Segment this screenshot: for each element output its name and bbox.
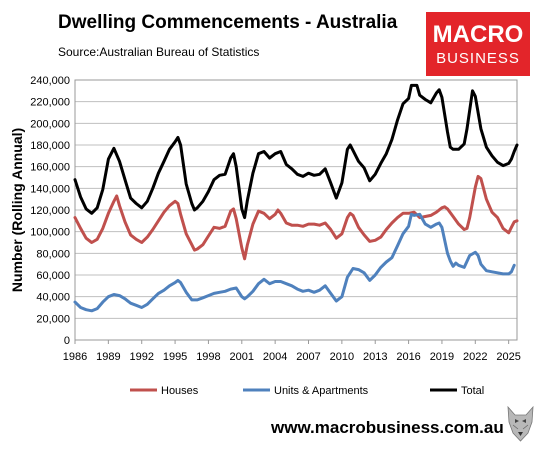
y-tick-label: 0 (64, 335, 70, 347)
chart-title: Dwelling Commencements - Australia (58, 12, 398, 33)
x-tick-label: 1998 (196, 351, 220, 363)
footer-url: www.macrobusiness.com.au (271, 418, 504, 437)
series-line-houses (73, 174, 519, 261)
x-tick-label: 2007 (296, 351, 320, 363)
x-tick-label: 1986 (63, 351, 87, 363)
x-tick-label: 2001 (230, 351, 254, 363)
y-tick-label: 220,000 (30, 97, 70, 109)
x-tick-label: 2016 (396, 351, 420, 363)
x-tick-label: 1989 (96, 351, 120, 363)
y-tick-label: 120,000 (30, 205, 70, 217)
legend: Houses Units & Apartments Total (130, 385, 484, 397)
y-tick-label: 60,000 (36, 270, 70, 282)
x-tick-label: 1995 (163, 351, 187, 363)
x-tick-label: 2019 (430, 351, 454, 363)
x-axis-ticks: 1986 1989 1992 1995 1998 2001 2004 2007 2010 2013… (63, 340, 521, 363)
chart-source: Source:Australian Bureau of Statistics (58, 45, 260, 59)
logo-line-1: MACRO (432, 21, 524, 48)
y-axis-ticks: 0 20,000 40,000 60,000 80,000 100,000 120,000 1… (30, 75, 70, 347)
series-line-total (73, 83, 519, 220)
y-tick-label: 80,000 (36, 248, 70, 260)
legend-label-houses: Houses (161, 385, 199, 397)
y-axis-label: Number (Rolling Annual) (9, 128, 25, 292)
wolf-logo-icon (507, 405, 534, 442)
macrobusiness-logo: MACRO BUSINESS (426, 12, 530, 76)
y-tick-label: 20,000 (36, 313, 70, 325)
series-lines (73, 83, 519, 313)
y-tick-label: 40,000 (36, 292, 70, 304)
logo-line-2: BUSINESS (436, 50, 520, 67)
y-tick-label: 100,000 (30, 227, 70, 239)
y-tick-label: 180,000 (30, 140, 70, 152)
x-tick-label: 1992 (129, 351, 153, 363)
legend-label-total: Total (461, 385, 484, 397)
x-tick-label: 2013 (363, 351, 387, 363)
y-tick-label: 160,000 (30, 162, 70, 174)
x-tick-label: 2022 (463, 351, 487, 363)
x-tick-label: 2025 (496, 351, 520, 363)
plot-area (74, 79, 518, 341)
x-tick-label: 2004 (263, 351, 287, 363)
y-tick-label: 140,000 (30, 183, 70, 195)
gridlines (75, 79, 517, 341)
series-line-units-apartments (73, 212, 516, 313)
x-tick-label: 2010 (330, 351, 354, 363)
y-tick-label: 200,000 (30, 118, 70, 130)
y-tick-label: 240,000 (30, 75, 70, 87)
legend-label-units-apartments: Units & Apartments (274, 385, 369, 397)
